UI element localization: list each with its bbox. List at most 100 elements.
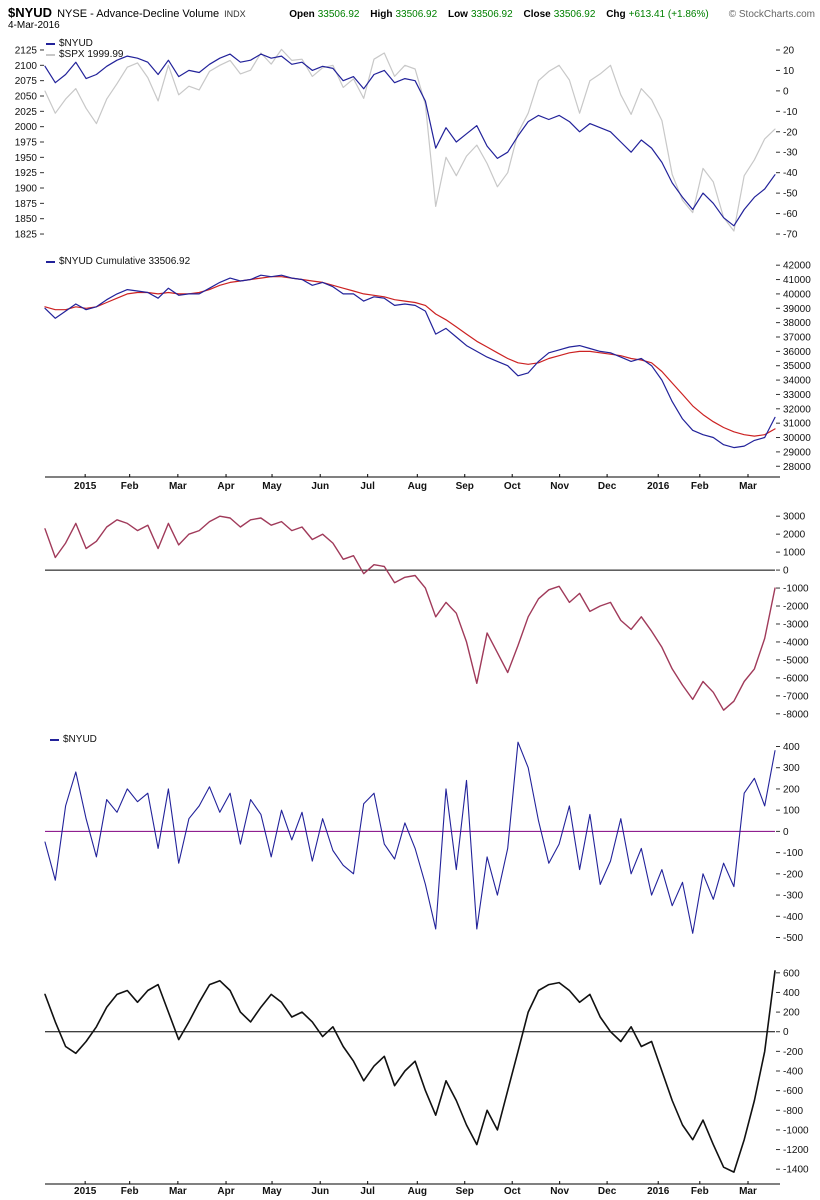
axis-tick-label: -1400 (783, 1165, 809, 1176)
panel-daily: $NYUD 400 300 200 100 0 -100 -200 -300 -400 -500 (0, 732, 820, 952)
chg-label: Chg (606, 9, 626, 20)
axis-tick-label: 1000 (783, 548, 806, 559)
x-axis-label-may: May (262, 481, 282, 492)
axis-tick-label: 0 (783, 566, 789, 577)
x-axis-label-2015: 2015 (74, 1186, 97, 1197)
axis-tick-label: 2050 (15, 91, 38, 102)
axis-tick-label: 0 (783, 827, 789, 838)
axis-tick-label: 200 (783, 784, 800, 795)
axis-tick-label: 2000 (783, 530, 806, 541)
nyud-legend-label: $NYUD (59, 38, 93, 49)
axis-tick-label: 38000 (783, 318, 811, 329)
axis-tick-label: 40000 (783, 289, 811, 300)
axis-tick-label: -8000 (783, 709, 809, 720)
open-label: Open (289, 9, 315, 20)
x-axis-label-2016: 2016 (647, 1186, 670, 1197)
low-value: 33506.92 (470, 9, 513, 20)
axis-tick-label: -200 (783, 1047, 803, 1058)
x-axis-label-apr: Apr (217, 1186, 235, 1197)
axis-tick-label: -4000 (783, 637, 809, 648)
x-axis-label-oct: Oct (503, 481, 521, 492)
axis-tick-label: 400 (783, 988, 800, 999)
chart-svg-ratio-cumulative: 3000 2000 1000 0 -1000 -2000 -3000 -4000 -5000 -6… (44, 512, 809, 720)
x-axis-label-feb: Feb (120, 1186, 139, 1197)
legend-row-spx: $SPX 1999.99 (46, 49, 124, 60)
panel1-legend: $NYUD $SPX 1999.99 (46, 38, 124, 60)
axis-tick-label: 35000 (783, 361, 811, 372)
x-axis-label-mar: Mar (168, 481, 187, 492)
chart-header: $NYUD NYSE - Advance-Decline Volume INDX… (8, 5, 815, 20)
series--spx (44, 48, 776, 232)
axis-tick-label: -500 (783, 933, 803, 944)
axis-tick-label: 1925 (15, 168, 38, 179)
x-axis-label-sep: Sep (455, 1186, 474, 1197)
axis-tick-label: 2000 (15, 122, 38, 133)
quote-line: Open 33506.92 High 33506.92 Low 33506.92 Cl… (289, 9, 717, 20)
axis-tick-label: 34000 (783, 376, 811, 387)
x-axis-label-mar: Mar (168, 1186, 187, 1197)
axis-tick-label: 1950 (15, 153, 38, 164)
panel2-legend: $NYUD Cumulative 33506.92 (46, 256, 190, 267)
x-axis-label-dec: Dec (597, 1186, 617, 1197)
axis-tick-label: -7000 (783, 691, 809, 702)
axis-tick-label: 30000 (783, 433, 811, 444)
axis-tick-label: 1900 (15, 184, 38, 195)
axis-tick-label: 32000 (783, 404, 811, 415)
axis-tick-label: -200 (783, 869, 803, 880)
x-axis-label-jul: Jul (360, 1186, 375, 1197)
x-axis-labels-mid: 2015 Feb Mar Apr May Jun Jul Aug Sep Oct Nov Dec 201… (0, 481, 820, 495)
symbol: $NYUD (8, 5, 53, 20)
axis-tick-label: -3000 (783, 619, 809, 630)
axis-tick-label: -600 (783, 1086, 803, 1097)
axis-tick-label: -5000 (783, 655, 809, 666)
axis-tick-label: 39000 (783, 304, 811, 315)
cumulative-line-swatch (46, 260, 55, 263)
cumulative-legend-label: $NYUD Cumulative 33506.92 (59, 256, 191, 267)
axis-tick-label: 1850 (15, 214, 38, 225)
axis-tick-label: -1000 (783, 1125, 809, 1136)
chart-date: 4-Mar-2016 (8, 20, 60, 31)
axis-tick-label: -400 (783, 912, 803, 923)
exchange-tag: INDX (224, 9, 246, 19)
spx-legend-label: $SPX 1999.99 (59, 49, 124, 60)
x-axis-labels-bottom: 2015 Feb Mar Apr May Jun Jul Aug Sep Oct Nov Dec 201… (0, 1186, 820, 1200)
axis-tick-label: 400 (783, 742, 800, 753)
x-axis-label-aug: Aug (407, 1186, 428, 1197)
series--nyud-cumulative (44, 274, 776, 449)
x-axis-label-mar: Mar (739, 1186, 757, 1197)
axis-tick-label: 0 (783, 86, 789, 97)
axis-tick-label: 37000 (783, 332, 811, 343)
axis-tick-label: 10 (783, 66, 795, 77)
axis-tick-label: 20 (783, 45, 795, 56)
axis-tick-label: -100 (783, 848, 803, 859)
axis-tick-label: 2125 (15, 45, 38, 56)
axis-tick-label: 33000 (783, 390, 811, 401)
series--nyud (44, 741, 776, 934)
x-axis-label-mar: Mar (739, 481, 757, 492)
nyud-line-swatch (46, 42, 55, 45)
x-axis-label-oct: Oct (503, 1186, 521, 1197)
axis-tick-label: 29000 (783, 447, 811, 458)
axis-tick-label: 1875 (15, 199, 38, 210)
axis-tick-label: 31000 (783, 419, 811, 430)
axis-tick-label: 0 (783, 1027, 789, 1038)
axis-tick-label: -70 (783, 230, 798, 241)
open-value: 33506.92 (317, 9, 360, 20)
panel4-legend: $NYUD (50, 734, 97, 745)
axis-tick-label: 600 (783, 968, 800, 979)
chg-value: +613.41 (+1.86%) (628, 9, 709, 20)
series--nyud (44, 53, 776, 227)
axis-tick-label: -400 (783, 1067, 803, 1078)
axis-tick-label: 100 (783, 806, 800, 817)
x-axis-label-feb: Feb (690, 1186, 709, 1197)
panel-cumulative: $NYUD Cumulative 33506.92 42000 41000 4000… (0, 252, 820, 478)
panel-price-overlay: $NYUD $SPX 1999.99 2125 2100 2075 2050 2025 2… (0, 36, 820, 248)
legend-row-daily: $NYUD (50, 734, 97, 745)
panel-smoothed: 600 400 200 0 -200 -400 -600 -800 -1000 -1200 -140… (0, 957, 820, 1185)
symbol-name: NYSE - Advance-Decline Volume (57, 8, 220, 20)
axis-tick-label: -10 (783, 107, 798, 118)
axis-tick-label: 300 (783, 763, 800, 774)
axis-tick-label: 1825 (15, 230, 38, 241)
x-axis-label-nov: Nov (550, 481, 570, 492)
